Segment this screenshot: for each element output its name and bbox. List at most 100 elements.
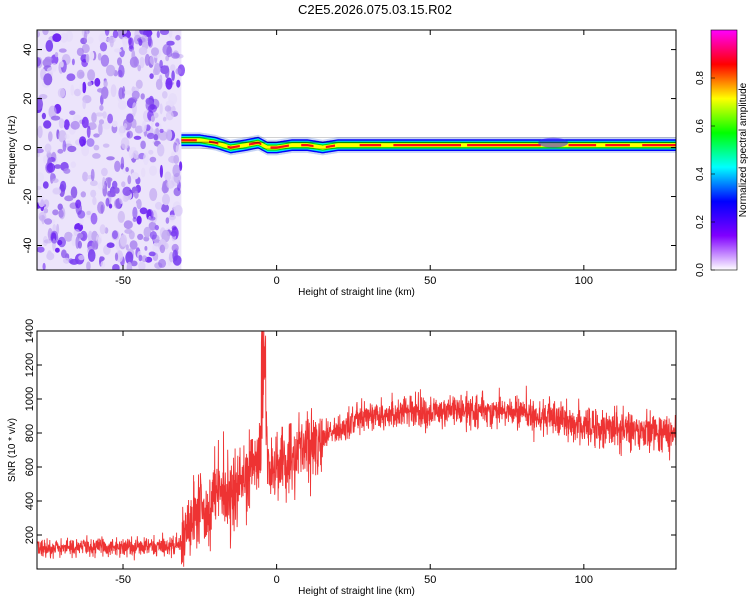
noise-speckle: [85, 53, 90, 64]
noise-speckle: [127, 175, 132, 185]
noise-speckle: [133, 190, 139, 199]
noise-speckle: [149, 156, 157, 163]
noise-speckle: [97, 52, 102, 61]
noise-speckle: [149, 73, 154, 79]
noise-speckle: [143, 152, 149, 166]
noise-speckle: [123, 220, 133, 230]
noise-speckle: [87, 36, 94, 44]
noise-speckle: [165, 77, 173, 90]
noise-speckle: [98, 122, 103, 136]
noise-speckle: [153, 134, 159, 141]
noise-speckle: [162, 91, 168, 99]
noise-speckle: [98, 119, 105, 125]
noise-speckle: [43, 199, 50, 209]
noise-speckle: [159, 244, 166, 254]
noise-speckle: [159, 74, 163, 83]
noise-speckle: [86, 125, 91, 138]
noise-speckle: [63, 168, 71, 174]
noise-speckle: [158, 131, 168, 141]
noise-speckle: [114, 187, 120, 194]
noise-speckle: [54, 164, 62, 169]
noise-speckle: [81, 116, 89, 129]
noise-speckle: [117, 210, 126, 223]
noise-speckle: [43, 73, 53, 86]
noise-speckle: [172, 164, 181, 178]
noise-speckle: [63, 257, 71, 264]
noise-speckle: [148, 221, 157, 231]
signal-core: [325, 144, 335, 149]
noise-speckle: [127, 37, 132, 46]
noise-speckle: [149, 188, 158, 201]
noise-speckle: [144, 53, 150, 66]
noise-speckle: [41, 112, 47, 120]
noise-speckle: [170, 64, 176, 72]
noise-speckle: [139, 30, 147, 35]
noise-speckle: [128, 230, 135, 240]
x-tick-label: -50: [115, 574, 131, 586]
noise-speckle: [57, 203, 63, 211]
signal-core: [467, 144, 541, 147]
signal-core: [359, 144, 382, 147]
noise-speckle: [134, 125, 144, 134]
noise-speckle: [118, 64, 125, 78]
noise-speckle: [42, 181, 49, 189]
noise-speckle: [64, 134, 70, 140]
noise-speckle: [79, 136, 87, 147]
noise-speckle: [70, 161, 77, 168]
noise-speckle: [171, 243, 179, 253]
noise-speckle: [148, 251, 156, 257]
signal-bulge: [538, 137, 569, 148]
colorbar-label: Normalized spectral amplitude: [738, 82, 749, 217]
x-tick-label: -50: [115, 275, 131, 287]
x-tick-label: 0: [274, 574, 280, 586]
noise-speckle: [58, 48, 67, 53]
noise-speckle: [161, 203, 169, 213]
noise-speckle: [87, 81, 93, 87]
noise-speckle: [104, 30, 110, 36]
noise-speckle: [100, 261, 106, 269]
noise-speckle: [141, 167, 146, 178]
noise-speckle: [48, 105, 57, 119]
noise-speckle: [46, 252, 55, 261]
y-tick-label: 1400: [24, 319, 36, 343]
noise-speckle: [67, 145, 77, 153]
noise-speckle: [95, 234, 103, 245]
noise-speckle: [144, 246, 148, 251]
noise-speckle: [50, 115, 61, 121]
noise-speckle: [175, 68, 182, 75]
noise-speckle: [102, 176, 106, 190]
noise-speckle: [38, 94, 48, 100]
colorbar-tick-label: 0.0: [695, 263, 706, 277]
signal-core: [249, 141, 262, 146]
noise-speckle: [70, 84, 75, 96]
noise-speckle: [100, 54, 110, 67]
noise-speckle: [44, 143, 52, 153]
noise-speckle: [168, 214, 176, 221]
noise-speckle: [91, 112, 97, 123]
noise-speckle: [50, 230, 59, 244]
noise-speckle: [161, 229, 170, 243]
noise-speckle: [42, 30, 49, 36]
noise-speckle: [99, 224, 106, 235]
noise-speckle: [117, 100, 127, 110]
noise-speckle: [82, 99, 86, 110]
noise-speckle: [166, 40, 175, 46]
noise-speckle: [60, 61, 64, 68]
noise-speckle: [37, 152, 41, 158]
noise-speckle: [77, 232, 84, 239]
noise-speckle: [125, 189, 131, 196]
noise-speckle: [125, 167, 129, 172]
signal-core: [568, 144, 597, 147]
noise-speckle: [139, 56, 145, 69]
noise-speckle: [57, 148, 64, 154]
noise-speckle: [121, 36, 129, 46]
noise-speckle: [140, 34, 148, 43]
noise-speckle: [46, 162, 56, 173]
noise-speckle: [159, 103, 163, 115]
noise-speckle: [132, 150, 139, 160]
noise-speckle: [87, 249, 96, 262]
noise-speckle: [86, 138, 95, 147]
signal-core: [227, 145, 240, 149]
